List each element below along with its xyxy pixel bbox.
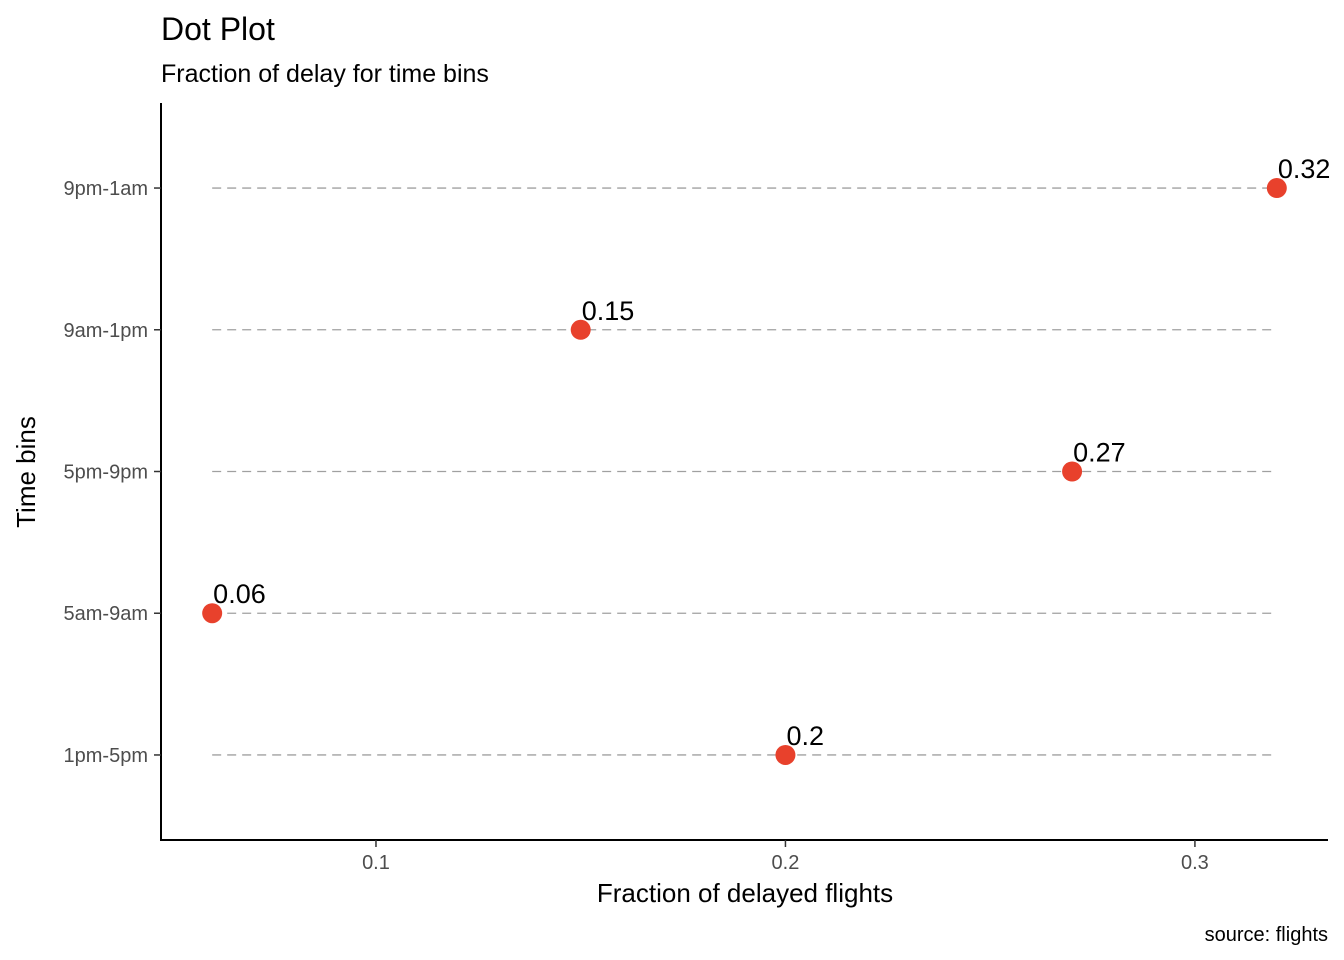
y-tick-label: 5am-9am <box>64 603 148 625</box>
chart-title: Dot Plot <box>161 11 275 47</box>
y-tick-label: 9pm-1am <box>64 178 148 200</box>
x-tick-label: 0.1 <box>362 852 390 874</box>
data-point <box>775 744 796 765</box>
data-point <box>1266 178 1287 199</box>
data-label: 0.27 <box>1073 438 1126 468</box>
chart-caption: source: flights <box>1205 924 1328 946</box>
data-point <box>570 319 591 340</box>
y-axis-title: Time bins <box>11 416 41 528</box>
x-tick-label: 0.2 <box>772 852 800 874</box>
x-tick-label: 0.3 <box>1181 852 1209 874</box>
chart-subtitle: Fraction of delay for time bins <box>161 60 489 88</box>
plot-area: 0.32 0.15 0.27 0.06 0.2 <box>202 154 1330 765</box>
y-tick-label: 5pm-9pm <box>64 462 148 484</box>
data-label: 0.32 <box>1278 154 1331 184</box>
data-label: 0.2 <box>786 721 824 751</box>
y-tick-label: 1pm-5pm <box>64 745 148 767</box>
data-point <box>1062 461 1083 482</box>
data-label: 0.06 <box>213 579 266 609</box>
data-point <box>202 603 223 624</box>
y-tick-label: 9am-1pm <box>64 320 148 342</box>
axes: 9pm-1am 9am-1pm 5pm-9pm 5am-9am 1pm-5pm 0.1 0.… <box>64 178 1209 874</box>
data-label: 0.15 <box>582 296 635 326</box>
x-axis-title: Fraction of delayed flights <box>597 878 893 908</box>
